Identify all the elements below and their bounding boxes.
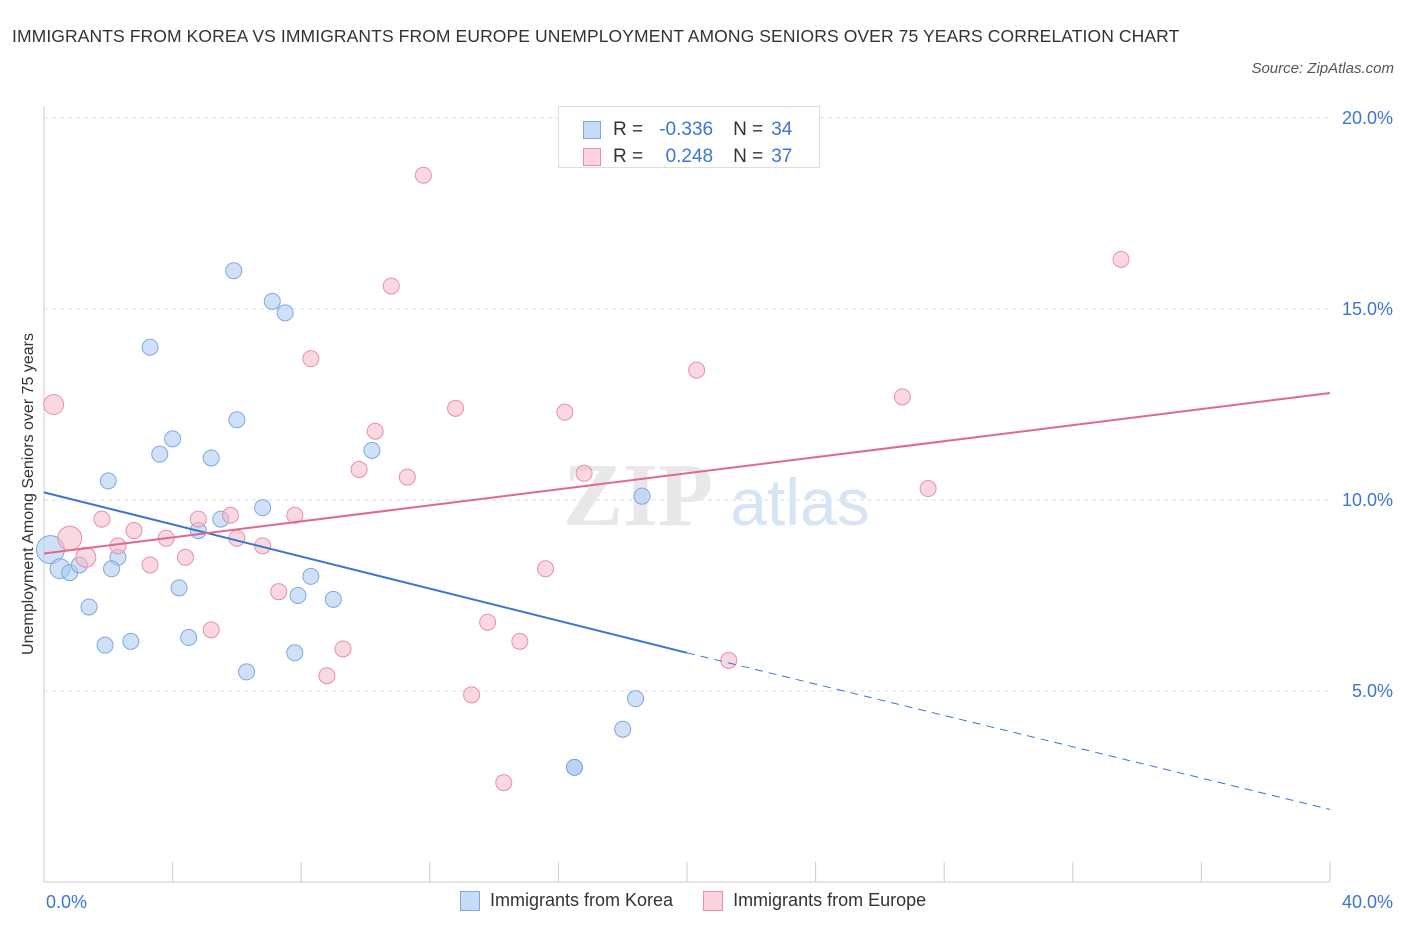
europe-point [189,510,207,528]
korea-point [363,441,381,459]
europe-point [221,506,239,524]
korea-point [633,487,651,505]
korea-point [122,632,140,650]
correlation-legend: R = -0.336 N = 34 R = 0.248 N = 37 [558,106,820,168]
europe-point [270,583,288,601]
series-label-korea: Immigrants from Korea [490,890,674,910]
series-legend-europe: Immigrants from Europe [703,890,926,911]
legend-n-label: N = [733,146,764,167]
korea-point [276,304,294,322]
legend-r-value-europe: 0.248 [665,146,714,167]
korea-point [99,472,117,490]
europe-point [919,480,937,498]
europe-point [398,468,416,486]
europe-point [57,525,83,551]
y-tick-label: 15.0% [1342,299,1393,319]
europe-point [93,510,111,528]
y-tick-label: 5.0% [1352,681,1393,701]
korea-point [170,579,188,597]
series-swatch-korea [460,890,480,911]
korea-point [141,338,159,356]
legend-n-value-europe: 37 [771,146,793,167]
europe-point [414,166,432,184]
korea-point [565,758,583,776]
legend-swatch-korea [583,121,601,139]
legend-swatch-europe [583,148,601,166]
korea-point [286,644,304,662]
korea-point [202,449,220,467]
source-label: Source: ZipAtlas.com [1251,60,1394,77]
europe-point [537,560,555,578]
series-legend-korea: Immigrants from Korea [460,890,673,911]
legend-row-europe: R = 0.248 N = 37 [583,145,792,169]
europe-point [366,422,384,440]
korea-point [228,411,246,429]
europe-point [43,394,65,415]
watermark-atlas: atlas [730,465,869,539]
europe-point [720,651,738,669]
korea-point [103,560,121,578]
korea-point [96,636,114,654]
korea-point [263,292,281,310]
korea-point [289,587,307,604]
europe-point [688,361,706,379]
europe-trend-line [43,392,1331,555]
europe-point [556,403,574,421]
legend-r-label: R = [613,119,644,140]
legend-n-value-korea: 34 [771,119,793,140]
series-legend: Immigrants from Korea Immigrants from Eu… [460,890,956,911]
korea-point [225,262,243,280]
europe-point [75,546,97,568]
europe-point [893,388,911,406]
europe-point [495,774,513,792]
korea-point [302,567,320,585]
legend-n-label: N = [733,119,764,140]
x-tick-label: 0.0% [46,892,87,912]
europe-point [575,464,593,482]
korea-point [627,690,645,708]
europe-point [125,522,143,540]
x-tick-label: 40.0% [1342,892,1393,912]
europe-point [141,556,159,574]
europe-point [1112,250,1130,268]
series-label-europe: Immigrants from Europe [733,890,927,910]
europe-point [382,277,400,295]
korea-point [151,445,169,463]
europe-point [202,621,220,639]
legend-r-label: R = [613,146,644,167]
chart-title: IMMIGRANTS FROM KOREA VS IMMIGRANTS FROM… [12,26,1180,46]
europe-point [286,506,304,524]
europe-point [479,613,497,631]
series-swatch-europe [703,890,724,911]
europe-point [302,350,320,368]
europe-point [176,548,194,566]
europe-point [334,640,352,658]
korea-point [180,629,198,647]
korea-point [324,590,342,608]
legend-r-value-korea: -0.336 [659,119,714,140]
europe-point [447,399,465,417]
legend-row-korea: R = -0.336 N = 34 [583,118,792,142]
y-tick-label: 20.0% [1342,108,1393,128]
korea-point [80,598,98,616]
korea-point [254,499,272,517]
korea-point [35,535,65,565]
korea-point [614,720,632,738]
europe-point [350,460,368,478]
korea-point [164,430,182,448]
korea-point [238,663,256,681]
europe-point [511,632,529,650]
y-tick-label: 10.0% [1342,490,1393,510]
europe-point [318,667,336,685]
korea-trend-line [43,491,688,654]
europe-point [463,686,481,704]
korea-trend-extension [686,652,1331,810]
